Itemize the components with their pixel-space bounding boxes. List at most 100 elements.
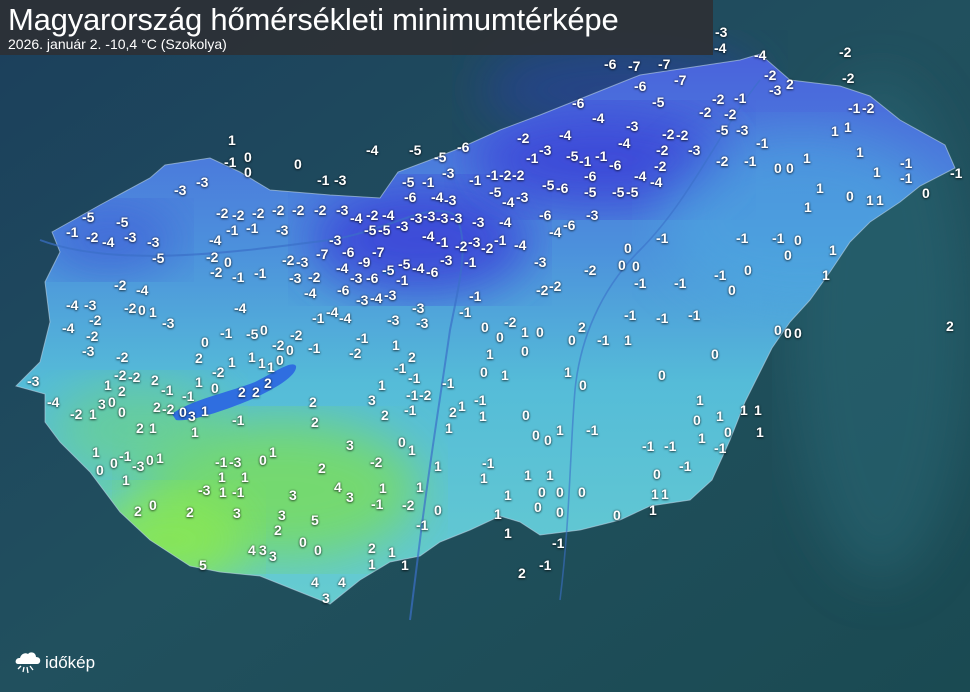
- temperature-label: 0: [496, 329, 504, 345]
- temperature-label: -4: [336, 260, 349, 276]
- temperature-label: 0: [138, 302, 146, 318]
- temperature-label: 2: [264, 375, 272, 391]
- idokep-logo[interactable]: időkép: [14, 650, 95, 676]
- temperature-label: -3: [423, 208, 436, 224]
- temperature-label: -2: [216, 205, 229, 221]
- temperature-label: 1: [378, 377, 386, 393]
- temperature-label: -6: [337, 282, 350, 298]
- temperature-label: 1: [501, 367, 509, 383]
- temperature-label: -5: [652, 94, 665, 110]
- temperature-label: -5: [152, 250, 165, 266]
- temperature-label: 3: [346, 437, 354, 453]
- temperature-label: -1: [624, 307, 637, 323]
- temperature-label: -4: [650, 174, 663, 190]
- temperature-label: -1: [482, 455, 495, 471]
- temperature-label: -2: [402, 497, 415, 513]
- temperature-label: -4: [234, 300, 247, 316]
- temperature-label: -2: [70, 406, 83, 422]
- temperature-label: 1: [803, 150, 811, 166]
- temperature-label: 0: [146, 452, 154, 468]
- temperature-label: 5: [199, 557, 207, 573]
- temperature-label: -5: [402, 174, 415, 190]
- title-panel: Magyarország hőmérsékleti minimumtérképe…: [0, 0, 713, 55]
- temperature-label: -3: [147, 234, 160, 250]
- temperature-label: 0: [299, 534, 307, 550]
- temperature-label: 1: [504, 487, 512, 503]
- temperature-label: 1: [564, 364, 572, 380]
- page-title: Magyarország hőmérsékleti minimumtérképe: [8, 2, 619, 37]
- temperature-label: 4: [338, 574, 346, 590]
- temperature-label: 0: [579, 377, 587, 393]
- temperature-label: -1: [597, 332, 610, 348]
- temperature-label: 1: [228, 354, 236, 370]
- temperature-label: -3: [384, 287, 397, 303]
- temperature-label: -2: [512, 167, 525, 183]
- temperature-label: 1: [521, 324, 529, 340]
- temperature-label: 2: [252, 384, 260, 400]
- temperature-label: -1: [356, 330, 369, 346]
- temperature-label: -4: [304, 285, 317, 301]
- temperature-label: -4: [618, 135, 631, 151]
- temperature-label: -5: [584, 184, 597, 200]
- temperature-label: 1: [156, 450, 164, 466]
- temperature-label: 1: [716, 408, 724, 424]
- temperature-label: 0: [534, 499, 542, 515]
- temperature-label: -2: [308, 269, 321, 285]
- temperature-label: -1: [406, 387, 419, 403]
- logo-text: időkép: [45, 653, 96, 672]
- temperature-label: 1: [831, 123, 839, 139]
- temperature-label: 2: [786, 76, 794, 92]
- temperature-label: -3: [586, 207, 599, 223]
- temperature-label: 0: [556, 484, 564, 500]
- temperature-label: 0: [118, 404, 126, 420]
- temperature-label: -5: [434, 149, 447, 165]
- temperature-label: -1: [772, 230, 785, 246]
- temperature-label: -3: [516, 189, 529, 205]
- temperature-label: 1: [408, 442, 416, 458]
- temperature-label: -2: [366, 207, 379, 223]
- temperature-label: 2: [368, 540, 376, 556]
- temperature-label: -1: [232, 412, 245, 428]
- temperature-label: -1: [579, 153, 592, 169]
- temperature-label: -1: [474, 392, 487, 408]
- temperature-label: -4: [549, 224, 562, 240]
- temperature-label: 3: [233, 505, 241, 521]
- temperature-label: -5: [612, 184, 625, 200]
- temperature-label: -6: [634, 78, 647, 94]
- temperature-label: 4: [311, 574, 319, 590]
- temperature-label: 0: [201, 334, 209, 350]
- temperature-label: -3: [442, 165, 455, 181]
- temperature-label: 0: [481, 319, 489, 335]
- temperature-label: -2: [654, 158, 667, 174]
- temperature-label: 3: [346, 489, 354, 505]
- temperature-label: -1: [900, 155, 913, 171]
- hungary-region: [15, 53, 956, 605]
- temperature-label: -2: [536, 282, 549, 298]
- temperature-label: -2: [292, 202, 305, 218]
- temperature-label: -3: [444, 192, 457, 208]
- temperature-label: 3: [368, 392, 376, 408]
- temperature-label: -1: [119, 448, 132, 464]
- temperature-label: 1: [844, 119, 852, 135]
- temperature-label: 1: [241, 469, 249, 485]
- temperature-label: 0: [286, 342, 294, 358]
- temperature-label: 1: [258, 355, 266, 371]
- temperature-label: 0: [522, 407, 530, 423]
- temperature-label: 1: [698, 430, 706, 446]
- temperature-label: -1: [900, 170, 913, 186]
- temperature-label: -2: [114, 277, 127, 293]
- temperature-label: -1: [161, 382, 174, 398]
- temperature-label: -1: [371, 496, 384, 512]
- temperature-label: -1: [312, 310, 325, 326]
- temperature-label: -2: [206, 249, 219, 265]
- temperature-label: -2: [662, 126, 675, 142]
- temperature-label: -1: [736, 230, 749, 246]
- temperature-label: 2: [134, 503, 142, 519]
- temperature-label: -3: [276, 222, 289, 238]
- temperature-label: 0: [846, 188, 854, 204]
- temperature-label: -1: [674, 275, 687, 291]
- temperature-label: -2: [656, 142, 669, 158]
- temperature-label: 1: [458, 398, 466, 414]
- temperature-label: 0: [556, 504, 564, 520]
